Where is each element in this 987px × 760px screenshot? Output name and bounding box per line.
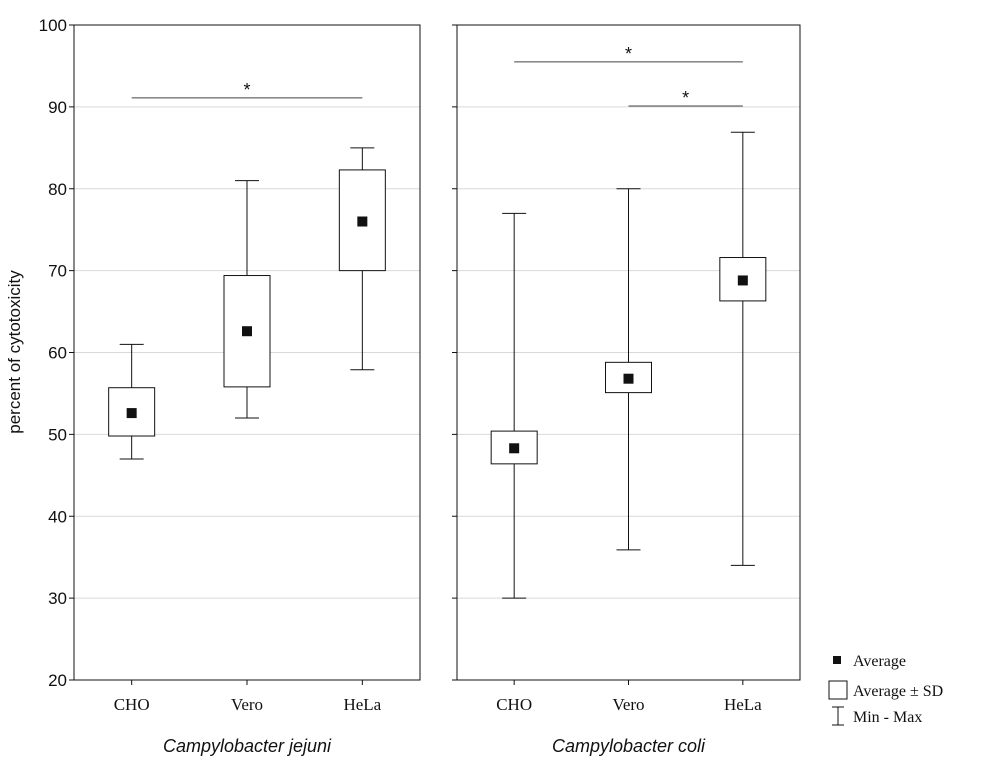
significance-star-1: * [625, 44, 632, 64]
legend-sd-label: Average ± SD [853, 683, 943, 700]
x-tick-label-hela: HeLa [343, 695, 381, 714]
x-tick-label-cho: CHO [114, 695, 150, 714]
legend: Average Average ± SD Min - Max [828, 653, 943, 726]
significance-star-2: * [682, 88, 689, 108]
legend-average-marker [833, 656, 841, 664]
y-tick-label-50: 50 [48, 425, 67, 444]
y-tick-label-70: 70 [48, 262, 67, 281]
x-tick-label-cho: CHO [496, 695, 532, 714]
average-marker-cho [126, 408, 137, 419]
panels-layer: 20 30 40 50 60 70 80 90 100 CHO Vero HeLa * Campyloba… [39, 16, 801, 756]
legend-whisker-label: Min - Max [853, 709, 922, 726]
y-axis-label-layer: percent of cytotoxicity [5, 270, 24, 434]
y-tick-label-40: 40 [48, 507, 67, 526]
y-axis-label: percent of cytotoxicity [5, 270, 24, 434]
y-tick-label-20: 20 [48, 671, 67, 690]
legend-sd-box [828, 680, 848, 700]
y-tick-label-100: 100 [39, 16, 67, 35]
average-marker-vero [623, 373, 634, 384]
average-marker-cho [509, 443, 520, 454]
y-tick-label-90: 90 [48, 98, 67, 117]
significance-star-1: * [243, 80, 250, 100]
panel-2: CHO Vero HeLa * * Campylobacter coli [452, 24, 801, 756]
legend-average-label: Average [853, 653, 906, 670]
x-tick-label-vero: Vero [231, 695, 263, 714]
y-tick-label-60: 60 [48, 344, 67, 363]
panel-subtitle-1: Campylobacter jejuni [163, 736, 332, 756]
average-marker-hela [737, 275, 748, 286]
x-tick-label-hela: HeLa [724, 695, 762, 714]
x-tick-label-vero: Vero [612, 695, 644, 714]
y-tick-label-80: 80 [48, 180, 67, 199]
panel-subtitle-2: Campylobacter coli [552, 736, 706, 756]
y-tick-label-30: 30 [48, 589, 67, 608]
average-marker-vero [242, 326, 252, 337]
panel-1: CHO Vero HeLa * Campylobacter jejuni [69, 24, 421, 756]
average-marker-hela [357, 216, 368, 227]
